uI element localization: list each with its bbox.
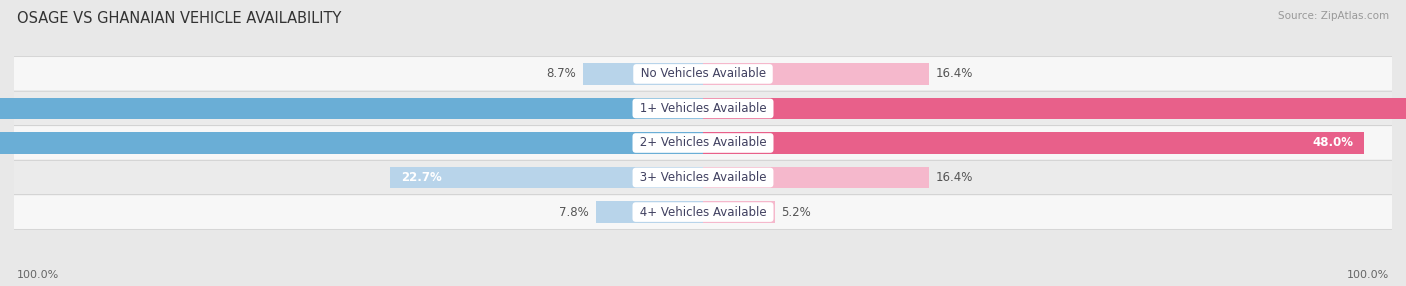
Text: 4+ Vehicles Available: 4+ Vehicles Available [636,206,770,219]
Bar [703,167,929,188]
Text: 16.4%: 16.4% [936,171,973,184]
Bar [703,201,775,223]
Text: 1+ Vehicles Available: 1+ Vehicles Available [636,102,770,115]
Text: 100.0%: 100.0% [1347,270,1389,280]
Text: 16.4%: 16.4% [936,67,973,80]
Text: 100.0%: 100.0% [17,270,59,280]
FancyBboxPatch shape [0,195,1406,229]
FancyBboxPatch shape [0,91,1406,126]
FancyBboxPatch shape [0,57,1406,91]
Text: 2+ Vehicles Available: 2+ Vehicles Available [636,136,770,150]
Text: 22.7%: 22.7% [401,171,441,184]
Bar [391,167,703,188]
Bar [596,201,703,223]
Bar [703,63,929,85]
Text: OSAGE VS GHANAIAN VEHICLE AVAILABILITY: OSAGE VS GHANAIAN VEHICLE AVAILABILITY [17,11,342,26]
Text: 5.2%: 5.2% [782,206,811,219]
Bar [0,132,703,154]
Text: 7.8%: 7.8% [560,206,589,219]
Bar [0,98,703,119]
FancyBboxPatch shape [0,126,1406,160]
Text: 8.7%: 8.7% [547,67,576,80]
Text: 48.0%: 48.0% [1312,136,1354,150]
Text: Source: ZipAtlas.com: Source: ZipAtlas.com [1278,11,1389,21]
Text: 3+ Vehicles Available: 3+ Vehicles Available [636,171,770,184]
Bar [583,63,703,85]
Text: No Vehicles Available: No Vehicles Available [637,67,769,80]
Bar [703,98,1406,119]
Bar [703,132,1364,154]
FancyBboxPatch shape [0,160,1406,195]
